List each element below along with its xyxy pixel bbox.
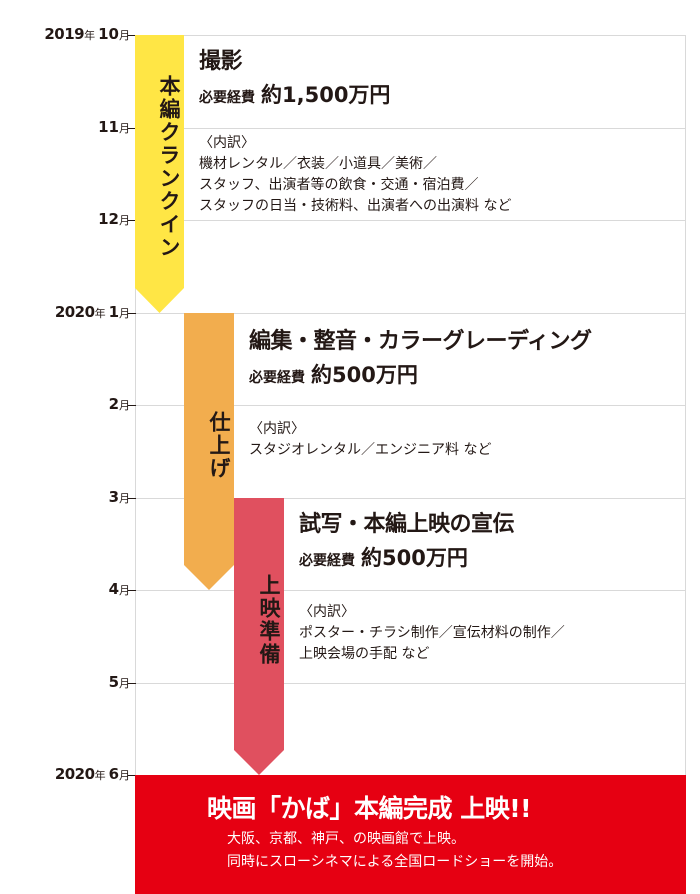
phase-cost: 必要経費 約500万円 — [249, 359, 591, 389]
phase-block-promotion: 試写・本編上映の宣伝 必要経費 約500万円 〈内訳〉 ポスター・チラシ制作／宣伝… — [299, 510, 565, 665]
detail-line: 上映会場の手配 など — [299, 646, 430, 662]
detail-line: スタジオレンタル／エンジニア料 など — [249, 442, 492, 458]
axis-tick — [128, 683, 136, 684]
gridline — [135, 590, 686, 591]
month-unit: 月 — [119, 584, 130, 597]
phase-details: 〈内訳〉 機材レンタル／衣装／小道具／美術／ スタッフ、出演者等の飲食・交通・宿… — [199, 133, 511, 217]
phase-title: 編集・整音・カラーグレーディング — [249, 329, 592, 354]
detail-line: 〈内訳〉 — [299, 604, 355, 620]
completion-line: 同時にスローシネマによる全国ロードショーを開始。 — [227, 854, 563, 870]
phase-bar-label: 上映準備 — [257, 574, 281, 666]
cost-value: 約1,500万円 — [261, 83, 391, 107]
cost-label: 必要経費 — [249, 370, 305, 386]
month-label: 11月 — [98, 117, 130, 136]
phase-title: 試写・本編上映の宣伝 — [299, 512, 515, 537]
phase-details: 〈内訳〉 スタジオレンタル／エンジニア料 など — [249, 419, 591, 461]
month-unit: 月 — [119, 214, 130, 227]
month-label: 2020年 1月 — [55, 302, 130, 321]
month-label: 3月 — [109, 487, 130, 506]
phase-bar-crank-in: 本編クランクイン — [135, 35, 184, 313]
month-label: 12月 — [98, 209, 130, 228]
month-unit: 月 — [119, 769, 130, 782]
month-text: 10 — [98, 25, 119, 43]
month-text: 11 — [98, 118, 119, 136]
phase-bar-crank-in-arrow — [135, 35, 184, 313]
year-text: 2019 — [44, 25, 85, 43]
detail-line: 〈内訳〉 — [249, 421, 305, 437]
month-unit: 月 — [119, 492, 130, 505]
phase-bar-label: 仕上げ — [207, 411, 231, 480]
phase-bar-screening-prep: 上映準備 — [234, 498, 284, 775]
year-text: 2020 — [54, 303, 95, 321]
phase-bar-screening-prep-arrow — [234, 498, 284, 775]
cost-value: 約500万円 — [361, 546, 468, 570]
axis-tick — [128, 220, 136, 221]
month-text: 6 — [108, 765, 119, 783]
phase-bar-shape — [184, 313, 234, 590]
cost-label: 必要経費 — [299, 553, 355, 569]
axis-tick — [128, 775, 136, 776]
axis-tick — [128, 128, 136, 129]
phase-bar-shape — [234, 498, 284, 775]
axis-tick — [128, 498, 136, 499]
phase-bar-shape — [135, 35, 184, 313]
axis-tick — [128, 405, 136, 406]
detail-line: スタッフの日当・技術料、出演者への出演料 など — [199, 198, 512, 214]
completion-line: 大阪、京都、神戸、の映画館で上映。 — [227, 831, 465, 847]
phase-details: 〈内訳〉 ポスター・チラシ制作／宣伝材料の制作／ 上映会場の手配 など — [299, 602, 565, 665]
month-text: 2 — [108, 395, 119, 413]
phase-cost: 必要経費 約500万円 — [299, 542, 565, 572]
gridline — [135, 313, 686, 314]
gridline — [135, 220, 686, 221]
month-label: 2020年 6月 — [55, 764, 130, 783]
month-label: 4月 — [109, 579, 130, 598]
month-unit: 月 — [119, 399, 130, 412]
detail-line: 〈内訳〉 — [199, 135, 255, 151]
year-unit: 年 — [84, 29, 96, 42]
year-unit: 年 — [94, 307, 106, 320]
month-text: 1 — [108, 303, 119, 321]
phase-cost: 必要経費 約1,500万円 — [199, 79, 511, 109]
month-text: 3 — [108, 488, 119, 506]
month-unit: 月 — [119, 29, 130, 42]
phase-bar-finishing-arrow — [184, 313, 234, 590]
detail-line: 機材レンタル／衣装／小道具／美術／ — [199, 156, 437, 172]
month-unit: 月 — [119, 677, 130, 690]
gridline — [135, 405, 686, 406]
axis-tick — [128, 313, 136, 314]
completion-banner: 映画「かば」本編完成 上映!! 大阪、京都、神戸、の映画館で上映。 同時にスロー… — [135, 775, 686, 894]
phase-title: 撮影 — [199, 49, 243, 74]
detail-line: ポスター・チラシ制作／宣伝材料の制作／ — [299, 625, 565, 641]
phase-bar-finishing: 仕上げ — [184, 313, 234, 590]
month-label: 2月 — [109, 394, 130, 413]
month-unit: 月 — [119, 307, 130, 320]
phase-block-post-production: 編集・整音・カラーグレーディング 必要経費 約500万円 〈内訳〉 スタジオレンタ… — [249, 327, 592, 461]
month-text: 5 — [108, 673, 119, 691]
gridline — [135, 128, 686, 129]
year-unit: 年 — [94, 769, 106, 782]
month-text: 4 — [108, 580, 119, 598]
phase-block-filming: 撮影 必要経費 約1,500万円 〈内訳〉 機材レンタル／衣装／小道具／美術／ ス… — [199, 47, 511, 217]
month-unit: 月 — [119, 122, 130, 135]
month-text: 12 — [98, 210, 119, 228]
completion-title: 映画「かば」本編完成 上映!! — [207, 794, 532, 823]
gridline — [135, 498, 686, 499]
cost-value: 約500万円 — [311, 363, 418, 387]
cost-label: 必要経費 — [199, 90, 255, 106]
month-label: 5月 — [109, 672, 130, 691]
detail-line: スタッフ、出演者等の飲食・交通・宿泊費／ — [199, 177, 479, 193]
axis-tick — [128, 35, 136, 36]
month-label: 2019年 10月 — [44, 24, 130, 43]
year-text: 2020 — [54, 765, 95, 783]
phase-bar-label: 本編クランクイン — [157, 75, 181, 259]
gridline — [135, 683, 686, 684]
axis-tick — [128, 590, 136, 591]
